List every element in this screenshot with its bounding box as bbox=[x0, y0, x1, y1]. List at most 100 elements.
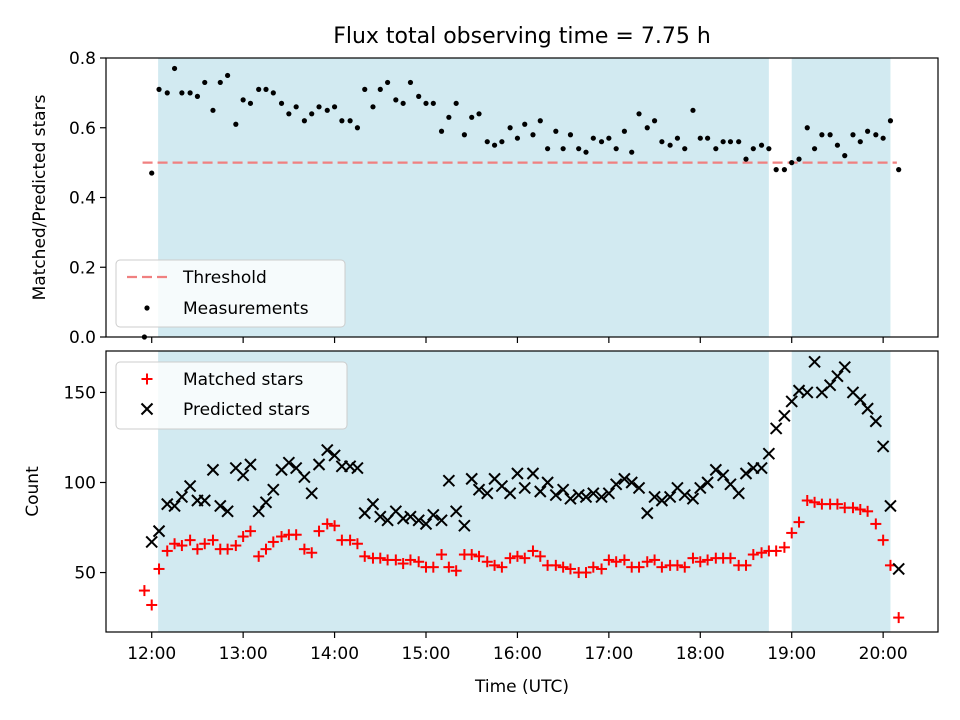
matched-star-point bbox=[313, 525, 325, 537]
predicted-star-point bbox=[716, 469, 730, 482]
predicted-star-point bbox=[876, 440, 890, 453]
measurement-point bbox=[171, 65, 178, 72]
matched-star-point bbox=[603, 554, 615, 566]
predicted-star-point bbox=[625, 476, 638, 489]
measurement-point bbox=[179, 90, 185, 96]
matched-star-point bbox=[404, 554, 416, 566]
measurement-point bbox=[377, 86, 383, 92]
measurement-point bbox=[453, 100, 459, 106]
measurement-point bbox=[705, 135, 711, 141]
predicted-star-point bbox=[511, 467, 524, 480]
matched-star-point bbox=[511, 550, 523, 562]
predicted-star-point bbox=[572, 488, 585, 502]
y-tick-label: 0.4 bbox=[69, 189, 96, 209]
measurement-point bbox=[537, 118, 543, 124]
measurement-point bbox=[766, 146, 772, 152]
measurement-point bbox=[857, 139, 863, 145]
predicted-star-point bbox=[321, 443, 334, 457]
predicted-star-point bbox=[541, 476, 554, 489]
matched-star-point bbox=[786, 527, 798, 539]
predicted-star-point bbox=[778, 409, 791, 423]
measurement-point bbox=[887, 118, 894, 124]
measurement-point bbox=[567, 132, 574, 138]
matched-star-point bbox=[679, 561, 691, 573]
matched-star-point bbox=[413, 556, 425, 568]
measurement-point bbox=[400, 100, 406, 106]
predicted-star-point bbox=[396, 512, 410, 525]
predicted-star-point bbox=[175, 490, 189, 504]
predicted-star-point bbox=[214, 499, 227, 513]
matched-star-point bbox=[618, 554, 630, 566]
measurement-point bbox=[736, 139, 742, 145]
measurement-point bbox=[202, 79, 208, 86]
bottom-x-ticks: 12:00 13:00 14:00 15:00 16:00 17:00 18:00 19:00… bbox=[127, 632, 908, 664]
measurement-point bbox=[354, 125, 361, 131]
predicted-star-point bbox=[861, 402, 874, 415]
predicted-star-point bbox=[755, 461, 768, 475]
matched-star-point bbox=[862, 505, 874, 517]
measurement-point bbox=[347, 118, 353, 124]
predicted-star-point bbox=[298, 470, 311, 484]
matched-star-point bbox=[747, 549, 759, 561]
matched-star-point bbox=[694, 556, 706, 568]
predicted-star-point bbox=[305, 487, 318, 500]
measurement-point bbox=[865, 128, 871, 134]
matched-star-point bbox=[344, 534, 356, 546]
matched-star-point bbox=[230, 540, 242, 552]
measurement-point bbox=[423, 100, 429, 106]
predicted-stars-points bbox=[145, 355, 905, 576]
measurement-point bbox=[804, 125, 810, 131]
predicted-star-point bbox=[465, 472, 478, 486]
predicted-star-point bbox=[609, 478, 623, 491]
measurement-point bbox=[149, 170, 155, 176]
matched-star-point bbox=[610, 556, 622, 568]
y-tick-label: 0.8 bbox=[69, 49, 96, 69]
measurement-point bbox=[629, 149, 635, 155]
matched-star-point bbox=[466, 549, 478, 561]
legend-matched-label: Matched stars bbox=[183, 370, 303, 390]
predicted-star-point bbox=[236, 469, 250, 482]
bottom-legend: Matched stars Predicted stars bbox=[115, 361, 348, 430]
x-tick-label: 16:00 bbox=[493, 644, 542, 664]
predicted-star-point bbox=[145, 535, 158, 549]
matched-star-point bbox=[276, 531, 288, 543]
matched-star-point bbox=[778, 541, 790, 553]
predicted-star-point bbox=[259, 496, 273, 509]
matched-star-point bbox=[397, 558, 409, 570]
predicted-star-point bbox=[206, 463, 220, 477]
matched-star-point bbox=[138, 585, 150, 597]
measurement-point bbox=[873, 132, 879, 138]
measurement-point bbox=[834, 142, 841, 148]
predicted-star-point bbox=[823, 379, 837, 392]
predicted-star-point bbox=[694, 481, 707, 495]
measurement-point bbox=[194, 93, 201, 99]
matched-star-point bbox=[649, 554, 661, 566]
measurement-point bbox=[727, 139, 734, 145]
matched-star-point bbox=[290, 529, 302, 541]
legend-predicted-label: Predicted stars bbox=[183, 400, 310, 420]
measurement-point bbox=[583, 149, 589, 155]
measurement-point bbox=[758, 142, 765, 148]
predicted-star-point bbox=[595, 490, 608, 504]
predicted-star-point bbox=[435, 514, 448, 527]
ratio-panel: 0.00.20.40.60.8 Matched/Predicted stars … bbox=[30, 49, 939, 348]
measurement-point bbox=[416, 93, 422, 99]
matched-star-point bbox=[450, 565, 462, 577]
figure-title: Flux total observing time = 7.75 h bbox=[333, 24, 711, 49]
measurement-point bbox=[621, 128, 628, 134]
measurement-point bbox=[484, 139, 490, 145]
top-y-ticks: 0.0 0.2 0.4 0.6 0.8 bbox=[69, 49, 106, 348]
matched-star-point bbox=[489, 559, 501, 571]
predicted-star-point bbox=[663, 490, 677, 504]
x-tick-label: 19:00 bbox=[767, 644, 816, 664]
measurement-point bbox=[796, 156, 802, 162]
predicted-star-point bbox=[343, 460, 357, 473]
matched-star-point bbox=[146, 599, 158, 611]
measurement-point bbox=[256, 86, 262, 92]
y-tick-label: 50 bbox=[74, 564, 96, 584]
measurement-point bbox=[210, 107, 216, 113]
predicted-star-point bbox=[739, 467, 753, 480]
matched-star-point bbox=[724, 552, 736, 564]
measurement-point bbox=[309, 111, 315, 117]
